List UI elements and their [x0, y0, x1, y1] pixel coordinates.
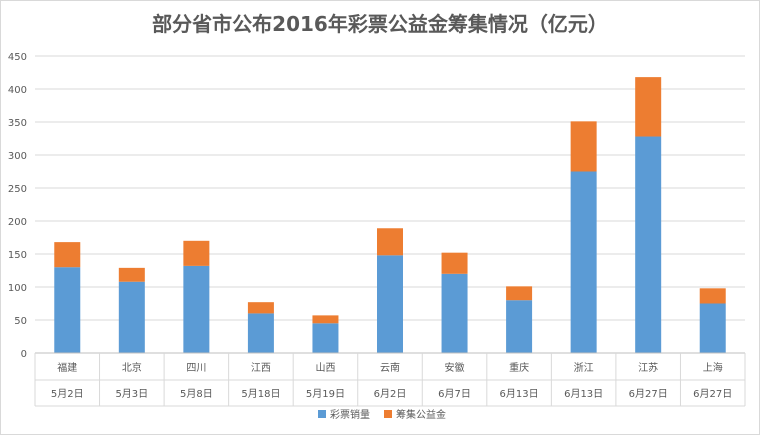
x-tick-label-date: 6月27日: [693, 388, 732, 400]
y-tick-label: 200: [8, 217, 27, 228]
bar-welfare-fund: [506, 286, 533, 301]
y-tick-label: 300: [8, 151, 27, 162]
bar-welfare-fund: [312, 315, 339, 324]
bar-welfare-fund: [570, 121, 597, 172]
x-tick-label-province: 山西: [315, 362, 335, 374]
bar-welfare-fund: [441, 252, 468, 274]
x-tick-label-date: 6月2日: [374, 388, 407, 400]
y-tick-label: 150: [8, 250, 27, 261]
bar-welfare-fund: [635, 77, 662, 137]
y-tick-label: 450: [8, 52, 27, 63]
y-tick-label: 100: [8, 283, 27, 294]
x-tick-label-province: 四川: [186, 363, 206, 374]
x-tick-label-province: 江苏: [638, 361, 658, 374]
y-tick-label: 50: [14, 316, 27, 327]
bar-sales: [570, 171, 597, 353]
bar-welfare-fund: [247, 302, 274, 314]
bar-sales: [183, 265, 210, 353]
x-tick-label-date: 6月27日: [629, 388, 668, 400]
legend-swatch: [384, 410, 392, 418]
bar-welfare-fund: [183, 240, 210, 266]
chart-title: 部分省市公布2016年彩票公益金筹集情况（亿元）: [152, 12, 608, 36]
x-tick-label-date: 5月19日: [306, 388, 345, 400]
bar-welfare-fund: [54, 242, 81, 268]
bar-sales: [54, 267, 81, 353]
bar-sales: [377, 255, 403, 353]
bar-welfare-fund: [699, 288, 726, 304]
x-tick-label-province: 福建: [57, 361, 77, 374]
x-tick-label-date: 5月18日: [241, 388, 280, 400]
y-tick-label: 400: [8, 85, 27, 96]
x-tick-label-province: 浙江: [574, 362, 594, 374]
bar-sales: [118, 281, 145, 353]
x-tick-label-province: 云南: [380, 361, 400, 374]
y-tick-label: 350: [8, 118, 27, 129]
x-tick-label-date: 6月13日: [564, 388, 603, 400]
y-tick-label: 0: [21, 349, 27, 360]
x-tick-label-date: 6月7日: [438, 388, 471, 400]
x-tick-label-date: 6月13日: [500, 388, 539, 400]
bar-sales: [699, 303, 726, 353]
bar-welfare-fund: [118, 267, 145, 282]
bar-welfare-fund: [377, 228, 403, 256]
x-tick-label-province: 北京: [122, 361, 142, 374]
bar-sales: [635, 136, 662, 353]
bar-sales: [441, 273, 468, 353]
x-tick-label-date: 5月2日: [51, 388, 84, 400]
x-tick-label-province: 重庆: [509, 361, 529, 374]
bar-sales: [247, 313, 274, 353]
x-tick-label-date: 5月3日: [115, 388, 148, 400]
bar-sales: [506, 300, 533, 353]
x-tick-label-date: 5月8日: [180, 388, 213, 400]
legend-label: 彩票销量: [330, 408, 370, 421]
legend-swatch: [318, 410, 326, 418]
x-tick-label-province: 上海: [703, 361, 723, 374]
x-tick-label-province: 安徽: [445, 361, 465, 374]
x-tick-label-province: 江西: [251, 362, 271, 374]
y-tick-label: 250: [8, 184, 27, 195]
bar-sales: [312, 323, 339, 353]
legend-label: 筹集公益金: [396, 408, 446, 421]
